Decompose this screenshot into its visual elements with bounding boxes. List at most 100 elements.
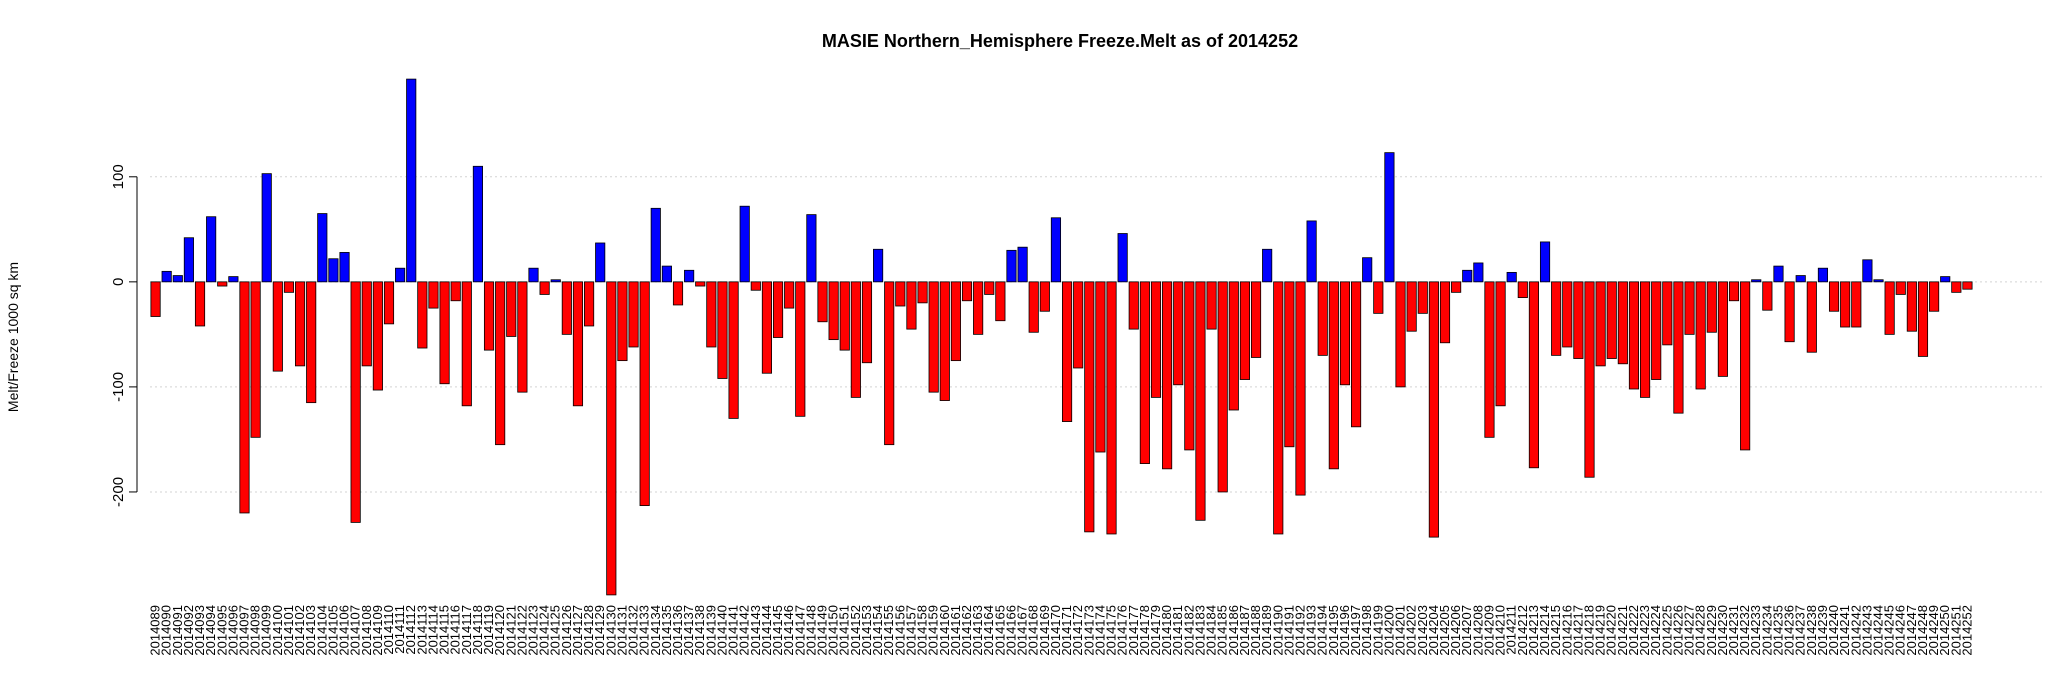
bar (472, 165, 483, 283)
x-tick-label: 2014240 (1826, 605, 1841, 656)
bar (628, 281, 639, 348)
bar (1551, 281, 1562, 356)
bar (183, 237, 194, 283)
bar (1717, 281, 1728, 377)
x-tick-label: 2014126 (559, 605, 574, 656)
bar (873, 248, 884, 283)
bar (1451, 281, 1462, 293)
bar (1428, 281, 1439, 538)
bar (584, 281, 595, 327)
x-tick-label: 2014231 (1726, 605, 1741, 656)
bar (1684, 281, 1695, 335)
x-tick-label: 2014091 (170, 605, 185, 656)
bar (1150, 281, 1162, 398)
bar (650, 207, 661, 283)
bar (717, 281, 728, 379)
bar (1028, 281, 1039, 333)
bar (339, 252, 350, 283)
bar (1073, 281, 1084, 369)
x-tick-label: 2014133 (637, 605, 652, 656)
bar (1317, 281, 1328, 356)
bar (317, 213, 328, 283)
bar (1473, 262, 1484, 283)
x-tick-label: 2014119 (481, 605, 496, 655)
bar (695, 281, 706, 287)
x-tick-label: 2014206 (1448, 605, 1463, 656)
bar (606, 281, 617, 596)
x-tick-label: 2014228 (1693, 605, 1708, 656)
bar (406, 78, 417, 283)
bar (1773, 265, 1784, 283)
x-tick-label: 2014235 (1770, 605, 1785, 656)
x-tick-label: 2014250 (1937, 605, 1952, 656)
x-tick-label: 2014171 (1059, 605, 1074, 656)
x-tick-label: 2014215 (1548, 605, 1563, 656)
x-tick-label: 2014113 (414, 605, 429, 655)
y-tick-label: -200 (110, 477, 127, 507)
x-tick-label: 2014229 (1704, 605, 1719, 656)
bar (283, 281, 295, 293)
bar (1662, 281, 1673, 346)
bar (850, 281, 861, 398)
x-tick-label: 2014137 (681, 605, 696, 656)
x-tick-label: 2014188 (1248, 605, 1263, 656)
bar (172, 275, 183, 283)
x-tick-label: 2014105 (325, 605, 340, 656)
x-tick-label: 2014142 (737, 605, 752, 656)
chart-title: MASIE Northern_Hemisphere Freeze.Melt as… (822, 31, 1298, 51)
bar (1806, 281, 1817, 353)
x-tick-label: 2014099 (259, 605, 274, 656)
bar (884, 281, 895, 446)
x-tick-label: 2014160 (937, 605, 952, 656)
bar (1362, 257, 1373, 283)
bar (239, 281, 250, 514)
bar (572, 281, 584, 407)
x-tick-label: 2014224 (1648, 605, 1663, 656)
bar (1273, 281, 1284, 535)
x-tick-label: 2014210 (1493, 605, 1508, 656)
x-tick-label: 2014090 (159, 605, 174, 656)
x-tick-label: 2014193 (1304, 605, 1319, 656)
bar (1262, 248, 1273, 283)
bar (728, 281, 739, 419)
bar (1050, 217, 1062, 283)
x-tick-label: 2014111 (392, 605, 407, 654)
x-tick-label: 2014132 (626, 605, 641, 656)
bar (1417, 281, 1428, 314)
bar (939, 281, 950, 401)
bar (194, 281, 206, 327)
x-tick-label: 2014236 (1782, 605, 1797, 656)
x-tick-label: 2014244 (1871, 605, 1886, 656)
bar (1239, 281, 1250, 380)
x-tick-label: 2014116 (448, 605, 463, 655)
bar (1173, 281, 1184, 386)
bar (1128, 281, 1139, 330)
bar (539, 281, 550, 295)
x-tick-label: 2014149 (815, 605, 830, 656)
x-tick-label: 2014168 (1026, 605, 1041, 656)
bar (1828, 281, 1840, 312)
x-tick-label: 2014234 (1759, 605, 1774, 656)
x-tick-label: 2014104 (314, 605, 329, 656)
bar (1840, 281, 1851, 328)
x-tick-label: 2014118 (470, 605, 485, 655)
x-tick-label: 2014152 (848, 605, 863, 656)
x-tick-label: 2014223 (1637, 605, 1652, 656)
x-tick-label: 2014196 (1337, 605, 1352, 656)
bar (1506, 271, 1517, 283)
x-tick-label: 2014114 (425, 605, 440, 655)
x-tick-label: 2014251 (1948, 605, 1963, 656)
bar (1384, 152, 1395, 283)
x-tick-label: 2014186 (1226, 605, 1241, 656)
x-tick-label: 2014209 (1481, 605, 1496, 656)
bar (1017, 246, 1028, 283)
bar (1095, 281, 1106, 453)
bar (1351, 281, 1362, 428)
bar (417, 281, 428, 349)
bar (917, 281, 928, 304)
x-tick-label: 2014165 (992, 605, 1007, 656)
x-tick-label: 2014248 (1915, 605, 1930, 656)
x-tick-label: 2014238 (1804, 605, 1819, 656)
x-tick-label: 2014139 (703, 605, 718, 656)
bar (1584, 281, 1595, 478)
